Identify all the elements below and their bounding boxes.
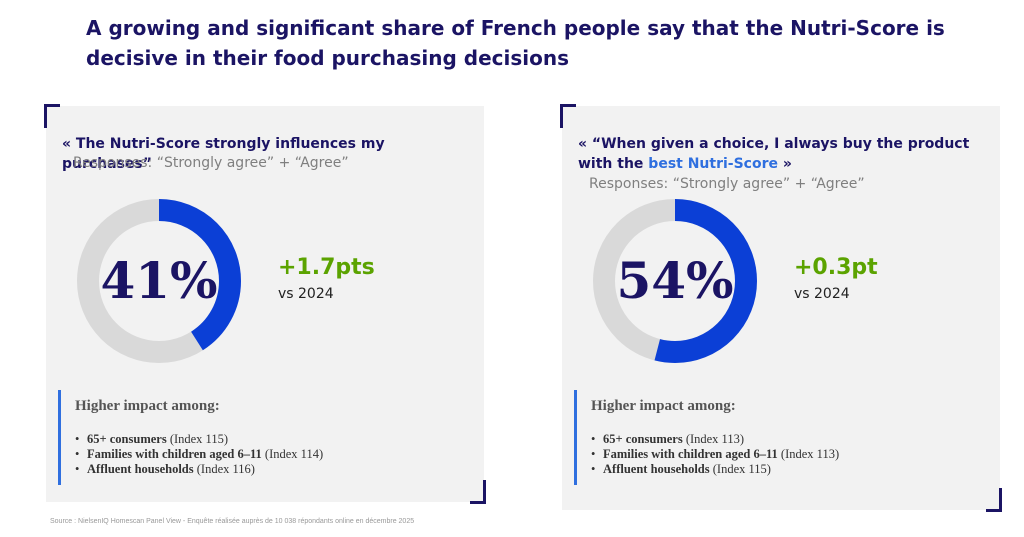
quote-text: « The Nutri-Score strongly influences my… (62, 136, 385, 172)
impact-group: 65+ consumers (603, 432, 683, 446)
impact-list: 65+ consumers (Index 115) Families with … (75, 432, 458, 477)
delta-value: +1.7pts (278, 255, 375, 280)
chart-title: « “When given a choice, I always buy the… (578, 134, 978, 174)
data-label-value: 41% (100, 251, 218, 310)
chart-title: « The Nutri-Score strongly influences my… (62, 134, 462, 174)
list-item: Affluent households (Index 116) (75, 462, 458, 477)
donut-chart (77, 199, 241, 363)
corner-bracket-top-left (560, 104, 576, 128)
chart-subtitle: Responses: “Strongly agree” + “Agree” (589, 176, 865, 192)
impact-index: (Index 116) (196, 462, 255, 476)
impact-list: 65+ consumers (Index 113) Families with … (591, 432, 974, 477)
data-label-value: 54% (616, 251, 734, 310)
list-item: Affluent households (Index 115) (591, 462, 974, 477)
donut-value-arc (77, 199, 241, 363)
impact-group: 65+ consumers (87, 432, 167, 446)
impact-group: Families with children aged 6–11 (87, 447, 262, 461)
donut-chart (593, 199, 757, 363)
corner-bracket-bottom-right (470, 480, 486, 504)
delta-comparison: vs 2024 (794, 286, 850, 302)
impact-index: (Index 113) (780, 447, 840, 461)
card-influence: « The Nutri-Score strongly influences my… (44, 104, 486, 504)
donut-value-arc (593, 199, 757, 363)
impact-index: (Index 115) (169, 432, 229, 446)
impact-index: (Index 115) (712, 462, 771, 476)
impact-index: (Index 113) (685, 432, 745, 446)
impact-title: Higher impact among: (75, 398, 220, 414)
corner-bracket-top-left (44, 104, 60, 128)
delta-comparison: vs 2024 (278, 286, 334, 302)
impact-box: Higher impact among: 65+ consumers (Inde… (574, 390, 974, 485)
quote-text: « “When given a choice, I always buy the… (578, 136, 970, 172)
list-item: 65+ consumers (Index 113) (591, 432, 974, 447)
impact-box: Higher impact among: 65+ consumers (Inde… (58, 390, 458, 485)
page-title: A growing and significant share of Frenc… (86, 16, 945, 70)
impact-index: (Index 114) (264, 447, 324, 461)
impact-title: Higher impact among: (591, 398, 736, 414)
chart-subtitle: Responses: “Strongly agree” + “Agree” (73, 155, 349, 171)
list-item: Families with children aged 6–11 (Index … (591, 447, 974, 462)
impact-group: Affluent households (87, 462, 194, 476)
corner-bracket-bottom-right (986, 488, 1002, 512)
impact-group: Affluent households (603, 462, 710, 476)
quote-close: » (778, 156, 792, 172)
list-item: 65+ consumers (Index 115) (75, 432, 458, 447)
source-note: Source : NielsenIQ Homescan Panel View -… (50, 518, 415, 525)
impact-group: Families with children aged 6–11 (603, 447, 778, 461)
quote-highlight: best Nutri-Score (648, 156, 779, 172)
card-best-nutriscore: « “When given a choice, I always buy the… (560, 104, 1002, 512)
delta-value: +0.3pt (794, 255, 878, 280)
list-item: Families with children aged 6–11 (Index … (75, 447, 458, 462)
